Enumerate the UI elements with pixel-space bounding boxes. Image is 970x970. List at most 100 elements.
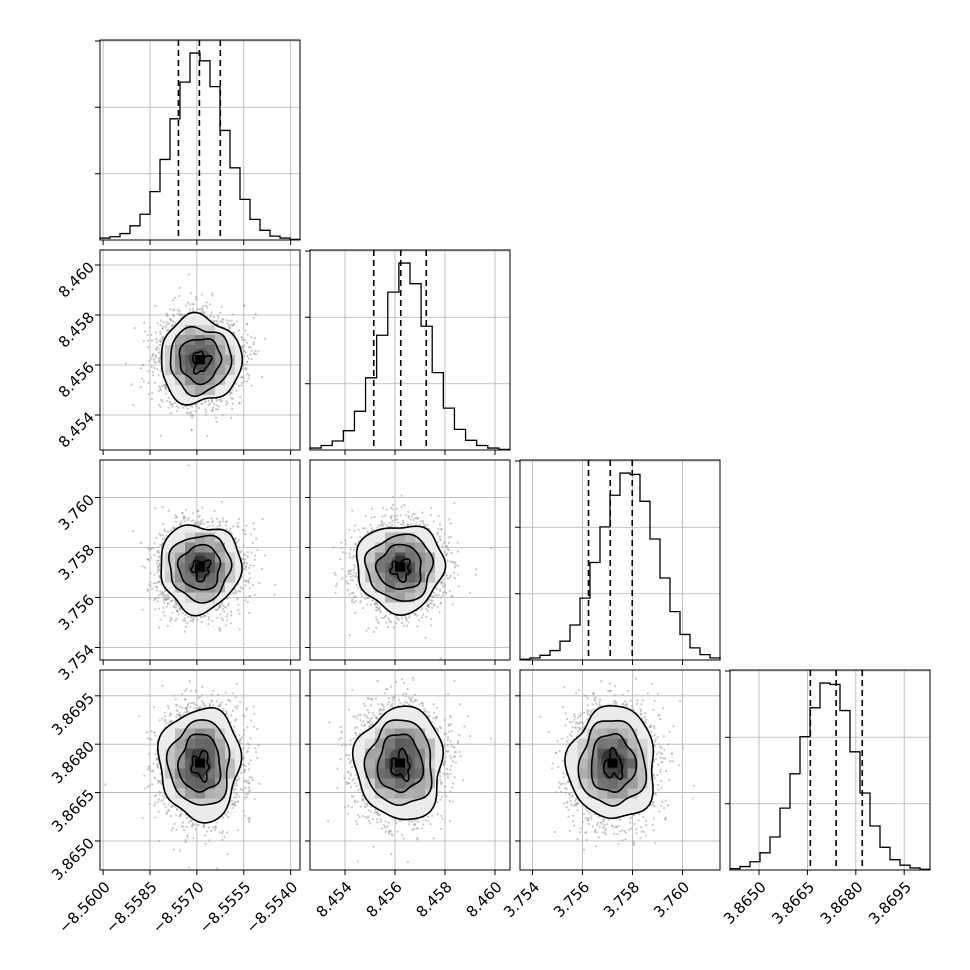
scatter-point [141,565,144,568]
scatter-point [248,577,251,580]
scatter-point [179,607,182,610]
scatter-point [664,757,667,760]
density-bin [165,552,175,563]
scatter-point [583,694,586,697]
scatter-point [367,819,370,823]
scatter-point [394,681,397,684]
scatter-point [663,748,666,751]
scatter-point [179,714,182,717]
scatter-point [363,713,366,717]
scatter-point [439,601,442,605]
scatter-point [660,746,663,749]
scatter-point [354,820,357,823]
scatter-point [172,527,175,530]
density-bin [185,552,195,563]
scatter-point [376,821,379,824]
scatter-point [153,804,156,807]
density-bin [215,778,225,789]
scatter-point [625,704,628,707]
scatter-point [174,606,177,609]
scatter-point [221,608,224,611]
scatter-point [378,709,381,712]
scatter-point [164,720,167,723]
scatter-point [558,786,561,789]
scatter-point [171,611,174,614]
scatter-point [177,604,180,608]
scatter-point [443,732,446,736]
scatter-point [191,822,194,825]
scatter-point [401,833,404,837]
scatter-point [453,502,456,505]
density-bin [415,788,425,799]
scatter-point [225,319,228,322]
xtick-label-p1-0: 8.454 [313,878,356,921]
scatter-point [158,719,161,722]
density-bin [597,758,608,769]
scatter-point [224,691,227,694]
density-bin [587,788,598,799]
scatter-point [327,820,330,823]
scatter-point [159,434,163,437]
panel-3-0-contour-inner [190,749,211,783]
scatter-point [242,363,245,366]
scatter-point [654,740,657,743]
scatter-point [146,339,149,342]
scatter-point [232,788,236,791]
scatter-point [386,825,389,828]
scatter-point [165,534,168,537]
scatter-point [169,308,172,311]
scatter-point [440,814,443,817]
scatter-point [384,820,387,823]
scatter-point [150,333,153,336]
scatter-point [615,703,618,706]
scatter-point [141,608,144,611]
scatter-point [433,711,436,715]
scatter-point [448,518,451,521]
scatter-point [361,527,365,530]
scatter-point [211,292,214,295]
scatter-point [178,294,181,298]
scatter-point [178,711,181,715]
scatter-point [181,821,184,824]
scatter-point [197,524,200,527]
xtick-label-p3-2: 3.8680 [817,878,867,928]
scatter-point [616,832,619,836]
density-bin [395,738,405,749]
scatter-point [637,813,641,816]
scatter-point [163,711,166,714]
scatter-point [154,608,157,611]
scatter-point [181,612,184,615]
scatter-point [231,709,234,712]
scatter-point [217,608,220,611]
scatter-point [215,608,218,612]
density-bin [205,552,215,563]
density-bin [375,758,385,769]
scatter-point [391,524,394,527]
scatter-point [246,580,249,583]
scatter-point [220,400,223,403]
scatter-point [149,585,152,588]
density-bin [385,728,395,739]
scatter-point [372,528,375,532]
scatter-point [161,384,164,387]
scatter-point [564,782,567,785]
panel-3-1-contour-2 [376,733,425,794]
scatter-point [627,828,631,831]
scatter-point [557,765,560,769]
scatter-point [354,555,357,558]
scatter-point [395,622,398,625]
scatter-point [152,770,155,773]
scatter-point [367,711,370,714]
scatter-point [175,709,178,712]
scatter-point [372,845,375,848]
scatter-point [379,818,382,821]
scatter-point [447,536,450,539]
scatter-point [440,783,443,786]
scatter-point [340,546,343,549]
scatter-point [247,768,250,771]
scatter-point [157,800,160,803]
scatter-point [441,772,444,775]
scatter-point [369,523,372,526]
scatter-point [618,830,622,833]
xtick-label-p2-3: 3.760 [650,878,693,921]
